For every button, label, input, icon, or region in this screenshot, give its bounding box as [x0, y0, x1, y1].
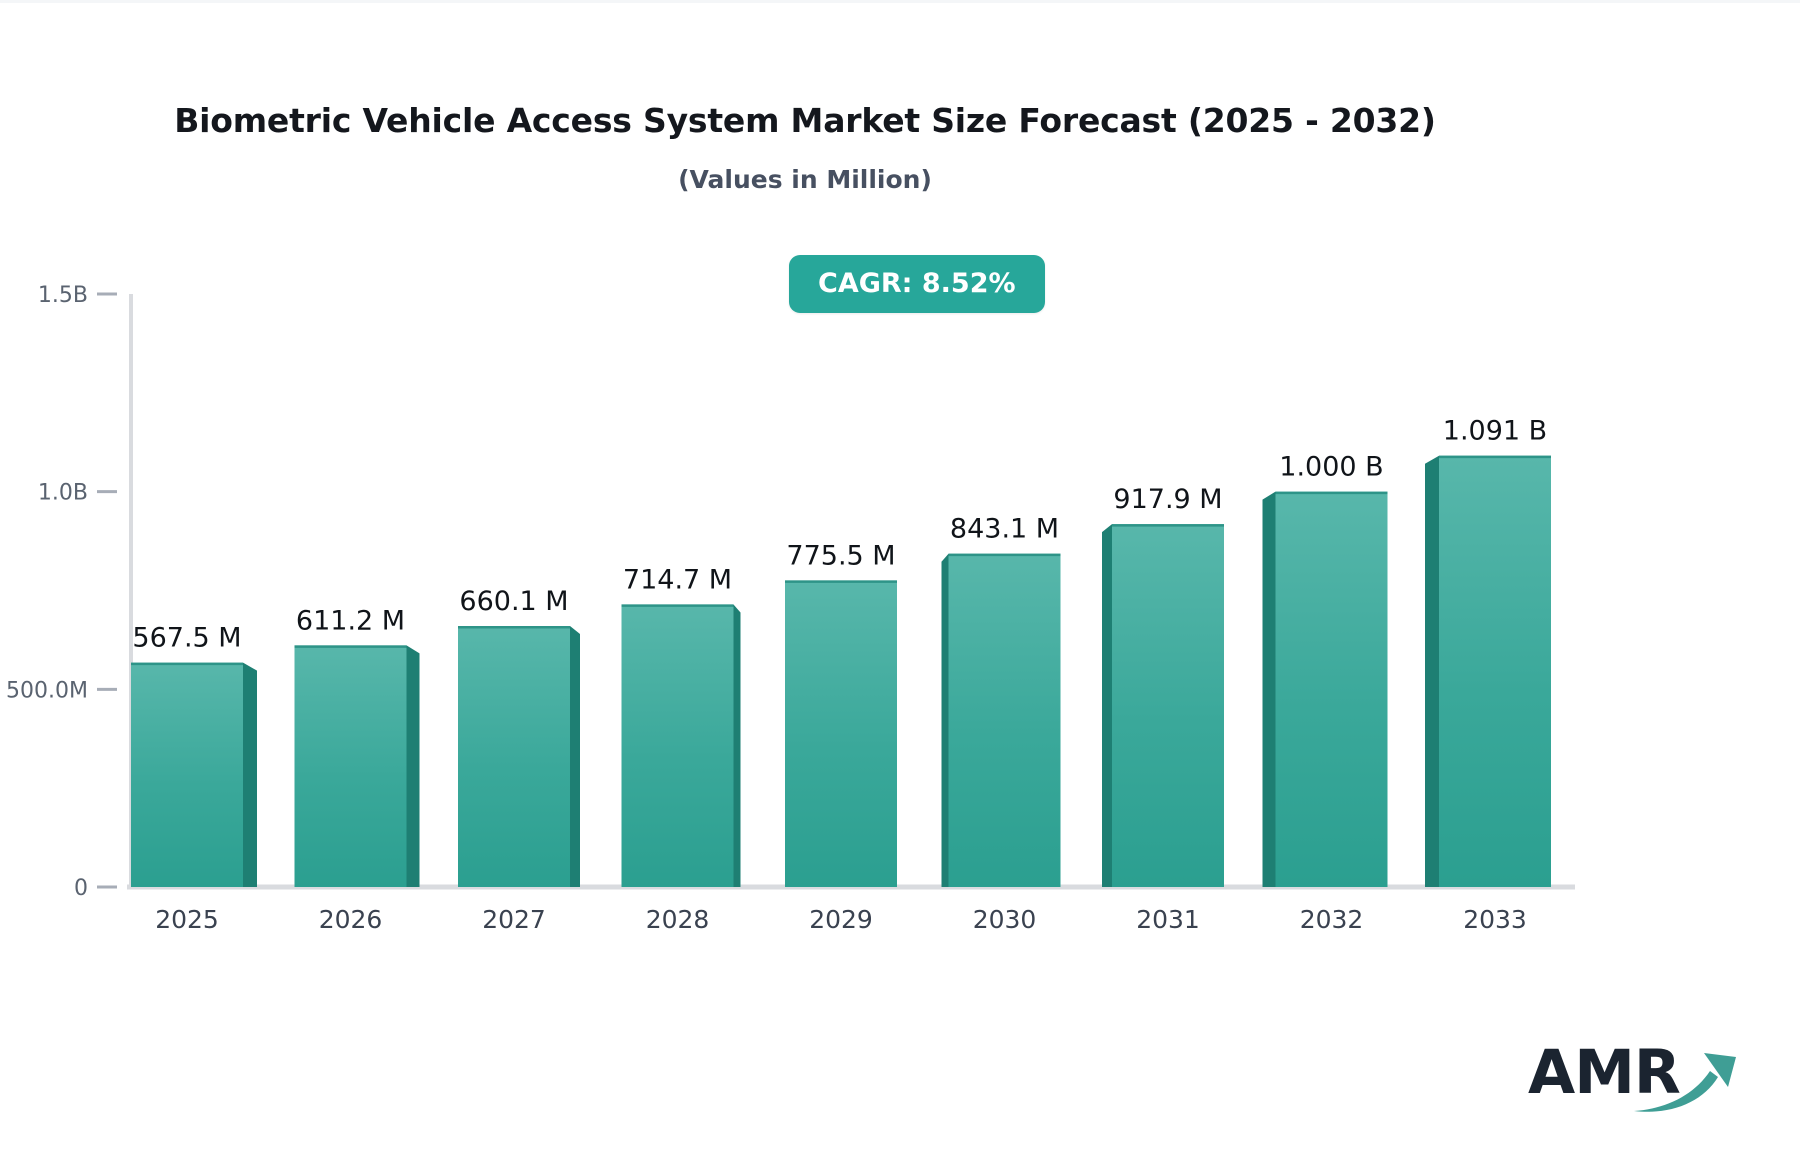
x-axis-label: 2025: [155, 905, 219, 934]
bar-value-label: 775.5 M: [786, 540, 895, 571]
bar-side-face[interactable]: [1262, 491, 1276, 887]
chart-title: Biometric Vehicle Access System Market S…: [174, 101, 1436, 140]
x-axis-label: 2029: [809, 905, 873, 934]
bar-2032[interactable]: [1262, 491, 1388, 887]
x-axis-label: 2031: [1136, 905, 1200, 934]
bar-value-label: 1.000 B: [1279, 452, 1383, 483]
bar-2026[interactable]: [294, 645, 420, 887]
bar-2030[interactable]: [941, 553, 1061, 887]
bar-2028[interactable]: [621, 604, 741, 887]
bar-front-face[interactable]: [1112, 524, 1224, 887]
bar-front-face[interactable]: [458, 626, 570, 887]
bar-front-face[interactable]: [785, 580, 897, 887]
bar-value-label: 714.7 M: [623, 564, 732, 595]
bar-value-label: 611.2 M: [296, 605, 405, 636]
chart-subtitle: (Values in Million): [678, 165, 932, 194]
bar-2033[interactable]: [1425, 455, 1551, 887]
bar-front-face[interactable]: [1439, 455, 1551, 887]
bar-value-label: 1.091 B: [1443, 416, 1547, 447]
bar-2029[interactable]: [785, 580, 897, 887]
bar-side-face[interactable]: [243, 662, 257, 887]
cagr-badge: CAGR: 8.52%: [789, 255, 1045, 313]
bar-chart-plot: 0 500.0M 1.0B 1.5B 567.5 M 2025 611.2 M 2026 660…: [6, 283, 1575, 934]
y-tick-label: 0: [74, 876, 88, 901]
x-axis-label: 2032: [1300, 905, 1364, 934]
bar-2025[interactable]: [131, 662, 257, 887]
bar-front-face[interactable]: [948, 553, 1061, 887]
bar-2031[interactable]: [1102, 524, 1224, 887]
bar-side-face[interactable]: [1102, 524, 1112, 887]
bar-2027[interactable]: [458, 625, 580, 887]
chart-canvas: Biometric Vehicle Access System Market S…: [0, 3, 1800, 1159]
bar-value-label: 567.5 M: [132, 623, 241, 654]
bar-side-face[interactable]: [941, 553, 949, 887]
bar-side-face[interactable]: [570, 626, 580, 887]
x-axis-label: 2027: [482, 905, 546, 934]
amr-logo: AMR: [1528, 1037, 1736, 1117]
x-axis-label: 2030: [973, 905, 1037, 934]
bar-side-face[interactable]: [733, 604, 741, 887]
y-tick-label: 500.0M: [6, 678, 88, 703]
bar-value-label: 660.1 M: [459, 586, 568, 617]
bar-front-face[interactable]: [294, 645, 407, 887]
bar-front-face[interactable]: [1275, 491, 1388, 887]
amr-logo-text: AMR: [1528, 1037, 1681, 1108]
bar-value-label: 917.9 M: [1113, 484, 1222, 515]
bar-side-face[interactable]: [406, 645, 420, 887]
bar-front-face[interactable]: [621, 604, 734, 887]
bar-value-label: 843.1 M: [950, 514, 1059, 545]
x-axis-label: 2033: [1463, 905, 1527, 934]
growth-arrow-icon: [1634, 1053, 1736, 1112]
x-axis-label: 2026: [319, 905, 383, 934]
y-tick-label: 1.0B: [38, 481, 88, 506]
bar-front-face[interactable]: [131, 662, 243, 887]
bar-side-face[interactable]: [1425, 455, 1439, 887]
x-axis-label: 2028: [646, 905, 710, 934]
y-tick-label: 1.5B: [38, 283, 88, 308]
